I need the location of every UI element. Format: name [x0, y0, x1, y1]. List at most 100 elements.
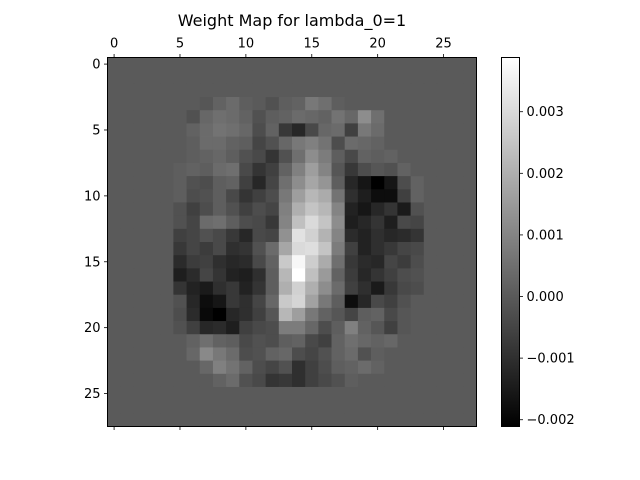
heatmap-cell	[265, 347, 280, 362]
heatmap-cell	[397, 228, 412, 243]
heatmap-cell	[357, 360, 372, 375]
heatmap-cell	[357, 70, 372, 85]
heatmap-cell	[423, 97, 438, 111]
heatmap-cell	[331, 202, 346, 217]
heatmap-cell	[160, 307, 174, 322]
heatmap-cell	[463, 57, 477, 72]
heatmap-cell	[423, 360, 438, 375]
heatmap-cell	[252, 347, 267, 362]
heatmap-cell	[305, 255, 319, 269]
heatmap-cell	[265, 307, 280, 322]
heatmap-cell	[107, 373, 122, 388]
heatmap-cell	[173, 228, 187, 243]
heatmap-cell	[384, 57, 398, 72]
heatmap-cell	[107, 386, 122, 401]
heatmap-cell	[318, 202, 332, 217]
heatmap-cell	[384, 215, 398, 230]
heatmap-cell	[133, 386, 148, 401]
heatmap-cell	[292, 123, 306, 137]
heatmap-cell	[436, 136, 451, 151]
heatmap-cell	[252, 373, 267, 388]
heatmap-cell	[305, 162, 319, 177]
heatmap-cell	[239, 373, 253, 388]
heatmap-cell	[239, 110, 253, 124]
heatmap-cell	[371, 242, 385, 256]
heatmap-cell	[357, 57, 372, 72]
heatmap-cell	[133, 70, 148, 85]
heatmap-cell	[278, 307, 293, 322]
heatmap-cell	[292, 400, 306, 414]
heatmap-cell	[436, 57, 451, 72]
heatmap-cell	[397, 162, 412, 177]
heatmap-cell	[410, 202, 425, 217]
heatmap-cell	[252, 334, 267, 348]
heatmap-cell	[147, 400, 161, 414]
heatmap-cell	[226, 386, 240, 401]
heatmap-cell	[120, 321, 135, 335]
heatmap-cell	[344, 321, 359, 335]
heatmap-cell	[226, 110, 240, 124]
heatmap-cell	[371, 97, 385, 111]
heatmap-cell	[212, 228, 227, 243]
heatmap-cell	[450, 373, 464, 388]
heatmap-cell	[305, 228, 319, 243]
heatmap-cell	[318, 294, 332, 309]
heatmap-cell	[212, 373, 227, 388]
heatmap-cell	[292, 162, 306, 177]
heatmap-cell	[278, 202, 293, 217]
heatmap-cell	[384, 242, 398, 256]
heatmap-cell	[463, 347, 477, 362]
heatmap-cell	[160, 321, 174, 335]
heatmap-cell	[278, 189, 293, 203]
heatmap-cells	[107, 57, 477, 427]
heatmap-cell	[305, 57, 319, 72]
heatmap-cell	[212, 334, 227, 348]
heatmap-cell	[199, 360, 214, 375]
heatmap-cell	[120, 255, 135, 269]
heatmap-cell	[410, 307, 425, 322]
heatmap-cell	[384, 413, 398, 427]
heatmap-cell	[186, 413, 201, 427]
heatmap-cell	[252, 110, 267, 124]
heatmap-cell	[436, 307, 451, 322]
heatmap-cell	[226, 321, 240, 335]
heatmap-cell	[239, 347, 253, 362]
heatmap-cell	[436, 268, 451, 282]
heatmap-cell	[344, 70, 359, 85]
heatmap-cell	[173, 373, 187, 388]
heatmap-cell	[397, 294, 412, 309]
heatmap-cell	[450, 400, 464, 414]
heatmap-cell	[450, 136, 464, 151]
heatmap-cell	[344, 255, 359, 269]
heatmap-cell	[450, 334, 464, 348]
heatmap-cell	[371, 57, 385, 72]
heatmap-cell	[410, 242, 425, 256]
heatmap-cell	[292, 136, 306, 151]
heatmap-cell	[292, 281, 306, 296]
heatmap-cell	[450, 255, 464, 269]
heatmap-cell	[186, 149, 201, 164]
heatmap-cell	[252, 57, 267, 72]
heatmap-cell	[357, 307, 372, 322]
heatmap-cell	[239, 294, 253, 309]
heatmap-cell	[278, 97, 293, 111]
heatmap-cell	[397, 307, 412, 322]
heatmap-cell	[318, 123, 332, 137]
heatmap-cell	[305, 268, 319, 282]
heatmap-cell	[147, 360, 161, 375]
heatmap-cell	[410, 268, 425, 282]
heatmap-cell	[107, 162, 122, 177]
heatmap-cell	[120, 57, 135, 72]
heatmap-cell	[371, 360, 385, 375]
heatmap-cell	[436, 400, 451, 414]
heatmap-cell	[463, 189, 477, 203]
heatmap-cell	[199, 413, 214, 427]
heatmap-cell	[423, 413, 438, 427]
heatmap-cell	[305, 413, 319, 427]
heatmap-cell	[147, 268, 161, 282]
heatmap-cell	[133, 281, 148, 296]
heatmap-cell	[265, 294, 280, 309]
heatmap-cell	[186, 97, 201, 111]
heatmap-cell	[186, 83, 201, 98]
